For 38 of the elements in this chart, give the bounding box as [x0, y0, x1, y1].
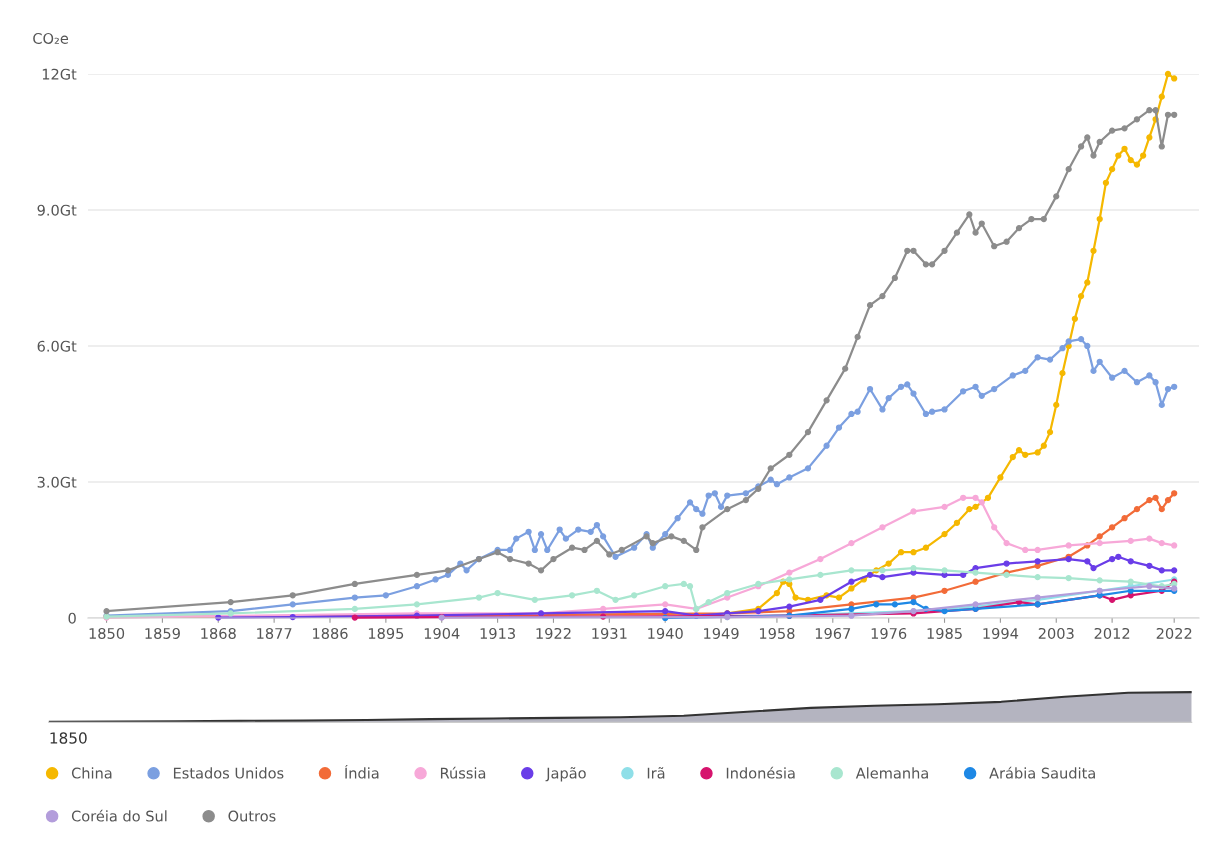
legend-label: Rússia	[440, 766, 486, 779]
x-tick-label: 2003	[1038, 627, 1074, 639]
legend-label: Outros	[228, 810, 276, 822]
legend-label: Indonésia	[726, 766, 795, 779]
x-tick-label: 1913	[480, 627, 515, 639]
x-tick-label: 1940	[648, 627, 683, 639]
text: 1850	[50, 732, 87, 744]
y-tick-label: 6.0Gt	[37, 340, 77, 352]
x-tick-label: 1877	[257, 627, 292, 639]
legend-label: Arábia Saudita	[989, 766, 1095, 779]
legend-label: China	[71, 767, 112, 779]
y-tick-label: 0	[68, 612, 76, 624]
x-tick-label: 1904	[424, 627, 460, 639]
legend-label: Índia	[345, 764, 379, 779]
legend-label: Alemanha	[855, 767, 928, 779]
x-tick-label: 2012	[1094, 627, 1130, 639]
x-tick-label: 1949	[704, 627, 739, 639]
x-tick-label: 1994	[983, 627, 1019, 639]
x-tick-label: 1868	[201, 627, 236, 639]
x-tick-label: 1976	[871, 627, 907, 639]
x-tick-label: 2022	[1156, 627, 1192, 639]
x-tick-label: 1895	[368, 627, 404, 639]
y-tick-label: 3.0Gt	[37, 476, 77, 488]
x-tick-label: 1850	[89, 627, 125, 639]
x-tick-label: 1985	[927, 627, 962, 639]
x-tick-label: 1967	[815, 627, 851, 639]
legend-label: Irã	[647, 767, 665, 779]
x-tick-label: 1886	[313, 627, 348, 639]
x-tick-label: 1859	[145, 627, 180, 639]
x-tick-label: 1958	[759, 627, 795, 639]
x-tick-label: 1922	[536, 627, 571, 639]
y-axis-title: CO₂e	[33, 32, 69, 44]
y-tick-label: 9.0Gt	[37, 204, 77, 216]
legend-label: Estados Unidos	[173, 767, 284, 779]
legend-label: Japão	[545, 767, 586, 782]
legend-label: Coréia do Sul	[71, 809, 167, 822]
x-tick-label: 1931	[592, 627, 627, 639]
y-tick-label: 12Gt	[42, 68, 77, 80]
